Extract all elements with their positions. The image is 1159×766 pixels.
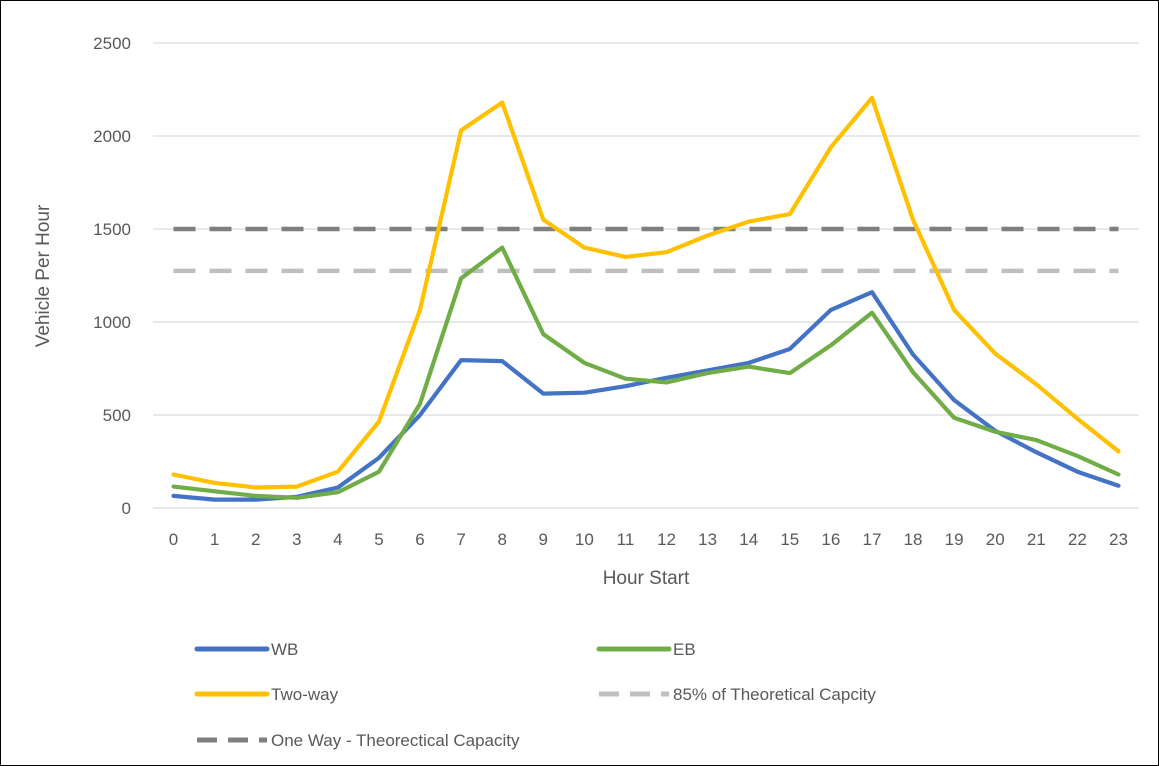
legend-label: Two-way (271, 685, 339, 704)
x-tick-label: 8 (497, 530, 506, 549)
series-line-wb (171, 290, 1121, 502)
legend-label: WB (271, 640, 298, 659)
legend-item: EB (596, 640, 696, 659)
legend-label: 85% of Theoretical Capcity (673, 685, 876, 704)
legend-item: One Way - Theorectical Capacity (197, 731, 520, 750)
legend-label: EB (673, 640, 696, 659)
legend-item: WB (194, 640, 298, 659)
x-tick-label: 7 (456, 530, 465, 549)
x-tick-label: 16 (821, 530, 840, 549)
legend-label: One Way - Theorectical Capacity (271, 731, 520, 750)
y-axis-title: Vehicle Per Hour (33, 204, 54, 347)
x-tick-label: 2 (251, 530, 260, 549)
x-tick-label: 22 (1068, 530, 1087, 549)
legend: WB EB Two-way 85% of Theoretical Capcity One… (194, 640, 876, 750)
x-tick-label: 4 (333, 530, 342, 549)
y-tick-label: 1500 (93, 220, 131, 239)
x-tick-label: 5 (374, 530, 383, 549)
x-tick-label: 14 (739, 530, 758, 549)
x-tick-label: 23 (1109, 530, 1128, 549)
x-axis-title: Hour Start (603, 568, 690, 589)
y-tick-label: 2000 (93, 127, 131, 146)
y-tick-label: 2500 (93, 34, 131, 53)
x-tick-label: 12 (657, 530, 676, 549)
x-tick-label: 19 (945, 530, 964, 549)
series-line-eb (171, 245, 1121, 500)
series-lines (171, 95, 1121, 502)
y-tick-label: 500 (103, 406, 131, 425)
x-axis-ticks: 0 1 2 3 4 5 6 7 8 9 10 11 12 13 14 15 16 17 18 19 20 21 22 23 (169, 530, 1128, 549)
x-tick-label: 17 (862, 530, 881, 549)
x-tick-label: 11 (617, 530, 635, 549)
x-tick-label: 0 (169, 530, 178, 549)
y-tick-label: 1000 (93, 313, 131, 332)
x-tick-label: 15 (780, 530, 799, 549)
y-axis-ticks: 0 500 1000 1500 2000 2500 (93, 34, 131, 518)
x-tick-label: 21 (1027, 530, 1046, 549)
x-tick-label: 10 (575, 530, 594, 549)
y-tick-label: 0 (122, 499, 131, 518)
gridlines (153, 42, 1139, 509)
series-line-two-way (171, 95, 1121, 490)
x-tick-label: 1 (210, 530, 219, 549)
legend-item: Two-way (194, 685, 339, 704)
x-tick-label: 13 (698, 530, 717, 549)
legend-item: 85% of Theoretical Capcity (599, 685, 876, 704)
x-tick-label: 9 (539, 530, 548, 549)
x-tick-label: 3 (292, 530, 301, 549)
x-tick-label: 18 (904, 530, 923, 549)
x-tick-label: 20 (986, 530, 1005, 549)
x-tick-label: 6 (415, 530, 424, 549)
